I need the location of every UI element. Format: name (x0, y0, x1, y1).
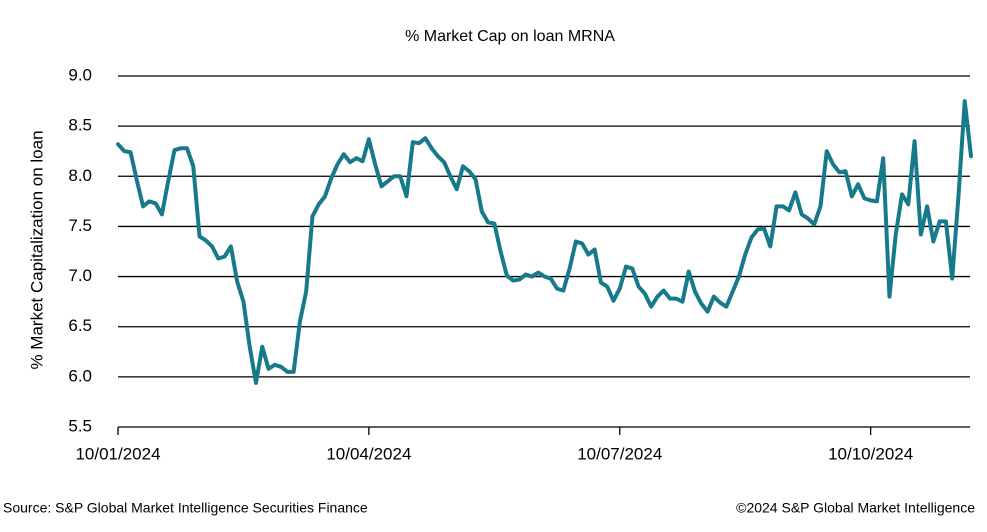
source-note: Source: S&P Global Market Intelligence S… (3, 500, 368, 516)
data-line (116, 99, 973, 385)
y-tick-label: 7.0 (68, 266, 92, 285)
y-tick-label: 7.5 (68, 216, 92, 235)
y-tick-label: 8.5 (68, 116, 92, 135)
copyright-note: ©2024 S&P Global Market Intelligence (736, 500, 975, 516)
y-tick-label: 5.5 (68, 416, 92, 435)
y-tick-label: 8.0 (68, 166, 92, 185)
y-axis-label: % Market Capitalization on loan (27, 130, 46, 369)
y-tick-label: 6.5 (68, 316, 92, 335)
x-tick-label: 10/01/2024 (75, 444, 160, 463)
y-tick-label: 6.0 (68, 366, 92, 385)
x-tick-label: 10/10/2024 (828, 444, 913, 463)
y-tick-label: 9.0 (68, 65, 92, 84)
chart-title: % Market Cap on loan MRNA (405, 28, 615, 45)
x-tick-label: 10/04/2024 (326, 444, 411, 463)
x-tick-label: 10/07/2024 (577, 444, 662, 463)
